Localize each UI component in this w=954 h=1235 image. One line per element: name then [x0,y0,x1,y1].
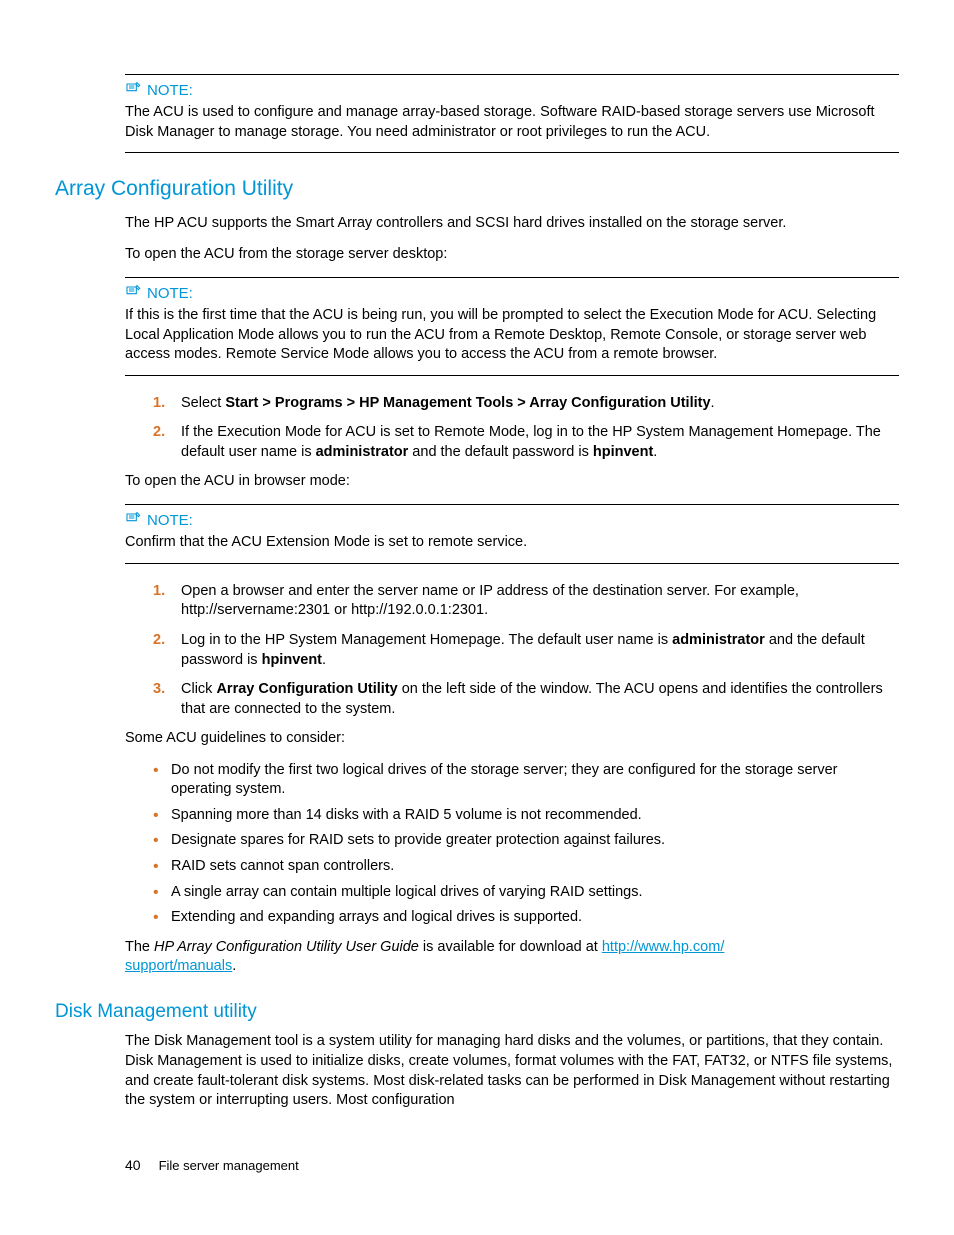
bold-text: administrator [316,444,409,460]
list-text: Click Array Configuration Utility on the… [181,680,899,719]
text: and the default password is [408,444,593,460]
link-hp-manuals[interactable]: http://www.hp.com/ [602,939,725,955]
note-header: NOTE: [125,81,899,101]
list-item: 3. Click Array Configuration Utility on … [153,680,899,719]
list-item: Do not modify the first two logical driv… [153,761,899,800]
list-text: Open a browser and enter the server name… [181,582,899,621]
text: The [125,939,154,955]
list-item: Spanning more than 14 disks with a RAID … [153,806,899,826]
italic-text: HP Array Configuration Utility User Guid… [154,939,419,955]
paragraph-download: The HP Array Configuration Utility User … [125,938,899,977]
text: is available for download at [419,939,602,955]
note-header: NOTE: [125,284,899,304]
page-footer: 40 File server management [125,1156,299,1175]
heading-array-config: Array Configuration Utility [55,175,899,203]
note-block-1: NOTE: The ACU is used to configure and m… [125,74,899,153]
bold-text: administrator [672,632,765,648]
chapter-title: File server management [159,1157,299,1175]
list-text: If the Execution Mode for ACU is set to … [181,423,899,462]
page-content: NOTE: The ACU is used to configure and m… [0,0,954,1111]
page-number: 40 [125,1156,141,1175]
list1-container: 1. Select Start > Programs > HP Manageme… [125,394,899,492]
text: . [653,444,657,460]
note-block-3: NOTE: Confirm that the ACU Extension Mod… [125,504,899,564]
note-block-2: NOTE: If this is the first time that the… [125,277,899,376]
note-rule-bottom [125,375,899,376]
note-header: NOTE: [125,511,899,531]
note-body: Confirm that the ACU Extension Mode is s… [125,533,899,553]
list-text: Log in to the HP System Management Homep… [181,631,899,670]
list-number: 2. [153,423,171,462]
note-label: NOTE: [147,284,193,304]
text: . [711,395,715,411]
bold-text: Start > Programs > HP Management Tools >… [225,395,710,411]
paragraph: To open the ACU in browser mode: [125,472,899,492]
list-item: 2. If the Execution Mode for ACU is set … [153,423,899,462]
paragraph: To open the ACU from the storage server … [125,245,899,265]
text: . [232,958,236,974]
list-item: Extending and expanding arrays and logic… [153,908,899,928]
note-rule-bottom [125,563,899,564]
paragraph: The Disk Management tool is a system uti… [125,1032,899,1110]
link-text: support/manuals [125,958,232,974]
numbered-list-2: 1. Open a browser and enter the server n… [153,582,899,719]
list-item: 1. Select Start > Programs > HP Manageme… [153,394,899,414]
numbered-list-1: 1. Select Start > Programs > HP Manageme… [153,394,899,463]
note-body: The ACU is used to configure and manage … [125,103,899,142]
text: Click [181,681,216,697]
note-icon [125,81,141,101]
section2-body: The Disk Management tool is a system uti… [125,1032,899,1110]
note-rule-top [125,74,899,75]
note-rule-top [125,504,899,505]
list-item: Designate spares for RAID sets to provid… [153,831,899,851]
bold-text: hpinvent [593,444,653,460]
bullet-list: Do not modify the first two logical driv… [153,761,899,928]
list-item: A single array can contain multiple logi… [153,883,899,903]
bold-text: Array Configuration Utility [216,681,397,697]
list2-container: 1. Open a browser and enter the server n… [125,582,899,977]
heading-disk-mgmt: Disk Management utility [55,999,899,1025]
note-icon [125,284,141,304]
list-number: 2. [153,631,171,670]
note-rule-top [125,277,899,278]
note-icon [125,511,141,531]
list-item: 1. Open a browser and enter the server n… [153,582,899,621]
text: Select [181,395,225,411]
list-item: RAID sets cannot span controllers. [153,857,899,877]
bold-text: hpinvent [262,652,322,668]
link-text: http://www.hp.com/ [602,939,725,955]
list-number: 1. [153,394,171,414]
link-hp-manuals-cont[interactable]: support/manuals [125,958,232,974]
section1-body: The HP ACU supports the Smart Array cont… [125,214,899,265]
list-text: Select Start > Programs > HP Management … [181,394,715,414]
paragraph: The HP ACU supports the Smart Array cont… [125,214,899,234]
note-body: If this is the first time that the ACU i… [125,306,899,365]
text: Log in to the HP System Management Homep… [181,632,672,648]
paragraph: Some ACU guidelines to consider: [125,729,899,749]
list-number: 3. [153,680,171,719]
note-label: NOTE: [147,81,193,101]
note-rule-bottom [125,152,899,153]
note-label: NOTE: [147,511,193,531]
list-item: 2. Log in to the HP System Management Ho… [153,631,899,670]
text: . [322,652,326,668]
list-number: 1. [153,582,171,621]
